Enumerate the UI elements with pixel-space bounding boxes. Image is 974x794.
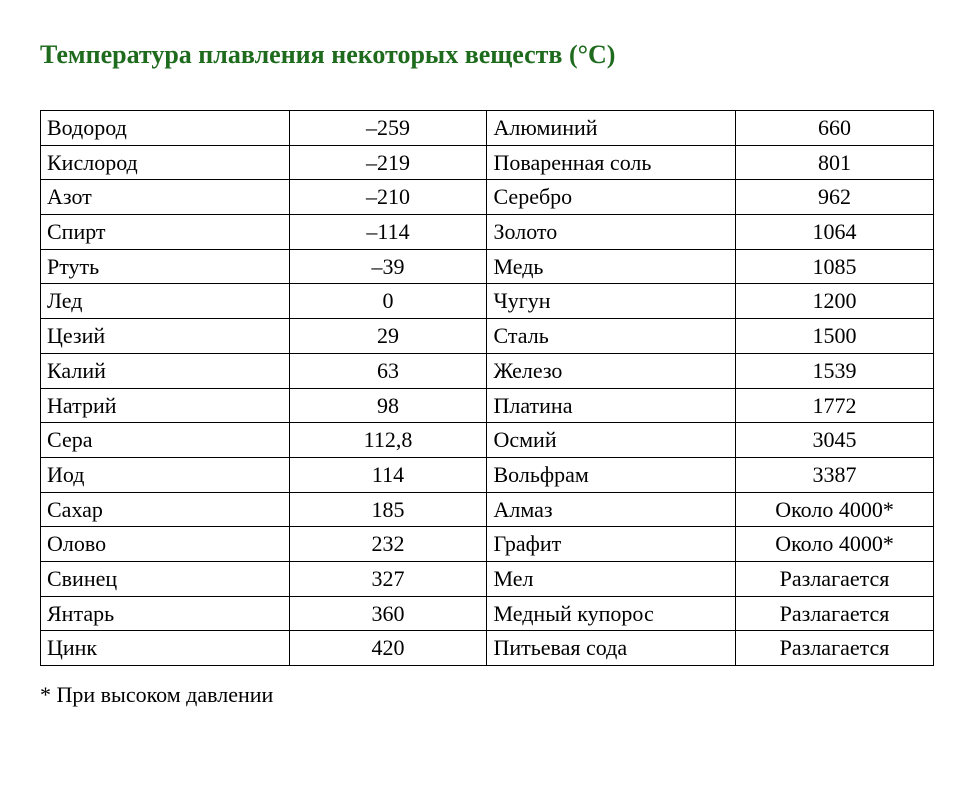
- value-right: 1539: [736, 353, 934, 388]
- value-right: Разлагается: [736, 631, 934, 666]
- substance-right: Алюминий: [487, 111, 736, 146]
- substance-left: Кислород: [41, 145, 290, 180]
- table-row: Лед0Чугун1200: [41, 284, 934, 319]
- table-row: Олово232ГрафитОколо 4000*: [41, 527, 934, 562]
- value-right: 1500: [736, 319, 934, 354]
- substance-left: Водород: [41, 111, 290, 146]
- table-row: Цинк420Питьевая содаРазлагается: [41, 631, 934, 666]
- table-row: Цезий29Сталь1500: [41, 319, 934, 354]
- table-row: Ртуть–39Медь1085: [41, 249, 934, 284]
- substance-left: Цезий: [41, 319, 290, 354]
- substance-right: Алмаз: [487, 492, 736, 527]
- value-right: Разлагается: [736, 596, 934, 631]
- value-right: 1085: [736, 249, 934, 284]
- value-right: 3387: [736, 457, 934, 492]
- value-right: 962: [736, 180, 934, 215]
- table-row: Сахар185АлмазОколо 4000*: [41, 492, 934, 527]
- substance-left: Натрий: [41, 388, 290, 423]
- substance-left: Сера: [41, 423, 290, 458]
- value-left: 29: [289, 319, 487, 354]
- substance-right: Железо: [487, 353, 736, 388]
- table-row: Водород–259Алюминий660: [41, 111, 934, 146]
- substance-right: Золото: [487, 215, 736, 250]
- value-left: 112,8: [289, 423, 487, 458]
- substance-right: Поваренная соль: [487, 145, 736, 180]
- value-right: 1772: [736, 388, 934, 423]
- table-row: Янтарь360Медный купоросРазлагается: [41, 596, 934, 631]
- substance-right: Питьевая сода: [487, 631, 736, 666]
- substance-left: Цинк: [41, 631, 290, 666]
- value-left: 63: [289, 353, 487, 388]
- substance-right: Вольфрам: [487, 457, 736, 492]
- substance-left: Азот: [41, 180, 290, 215]
- substance-right: Сталь: [487, 319, 736, 354]
- substance-left: Лед: [41, 284, 290, 319]
- value-right: 660: [736, 111, 934, 146]
- table-row: Сера112,8Осмий3045: [41, 423, 934, 458]
- table-row: Калий63Железо1539: [41, 353, 934, 388]
- table-row: Азот–210Серебро962: [41, 180, 934, 215]
- value-left: 98: [289, 388, 487, 423]
- substance-left: Ртуть: [41, 249, 290, 284]
- value-right: 801: [736, 145, 934, 180]
- table-row: Свинец327МелРазлагается: [41, 561, 934, 596]
- value-right: Разлагается: [736, 561, 934, 596]
- value-left: 232: [289, 527, 487, 562]
- value-left: –210: [289, 180, 487, 215]
- substance-left: Калий: [41, 353, 290, 388]
- value-left: –219: [289, 145, 487, 180]
- value-left: 420: [289, 631, 487, 666]
- substance-left: Олово: [41, 527, 290, 562]
- melting-points-table: Водород–259Алюминий660Кислород–219Поваре…: [40, 110, 934, 666]
- value-left: –39: [289, 249, 487, 284]
- page-title: Температура плавления некоторых веществ …: [40, 40, 934, 70]
- substance-right: Медный купорос: [487, 596, 736, 631]
- value-left: 185: [289, 492, 487, 527]
- substance-right: Медь: [487, 249, 736, 284]
- value-right: Около 4000*: [736, 527, 934, 562]
- substance-right: Графит: [487, 527, 736, 562]
- substance-right: Чугун: [487, 284, 736, 319]
- value-left: 114: [289, 457, 487, 492]
- table-row: Натрий98Платина1772: [41, 388, 934, 423]
- value-right: 1200: [736, 284, 934, 319]
- value-right: Около 4000*: [736, 492, 934, 527]
- substance-left: Сахар: [41, 492, 290, 527]
- substance-left: Спирт: [41, 215, 290, 250]
- table-row: Спирт–114Золото1064: [41, 215, 934, 250]
- footnote: * При высоком давлении: [40, 682, 934, 708]
- table-row: Кислород–219Поваренная соль801: [41, 145, 934, 180]
- value-left: –259: [289, 111, 487, 146]
- substance-right: Осмий: [487, 423, 736, 458]
- value-right: 1064: [736, 215, 934, 250]
- value-right: 3045: [736, 423, 934, 458]
- substance-left: Янтарь: [41, 596, 290, 631]
- value-left: 0: [289, 284, 487, 319]
- substance-left: Иод: [41, 457, 290, 492]
- substance-left: Свинец: [41, 561, 290, 596]
- substance-right: Серебро: [487, 180, 736, 215]
- substance-right: Платина: [487, 388, 736, 423]
- value-left: –114: [289, 215, 487, 250]
- value-left: 327: [289, 561, 487, 596]
- value-left: 360: [289, 596, 487, 631]
- table-row: Иод114Вольфрам3387: [41, 457, 934, 492]
- substance-right: Мел: [487, 561, 736, 596]
